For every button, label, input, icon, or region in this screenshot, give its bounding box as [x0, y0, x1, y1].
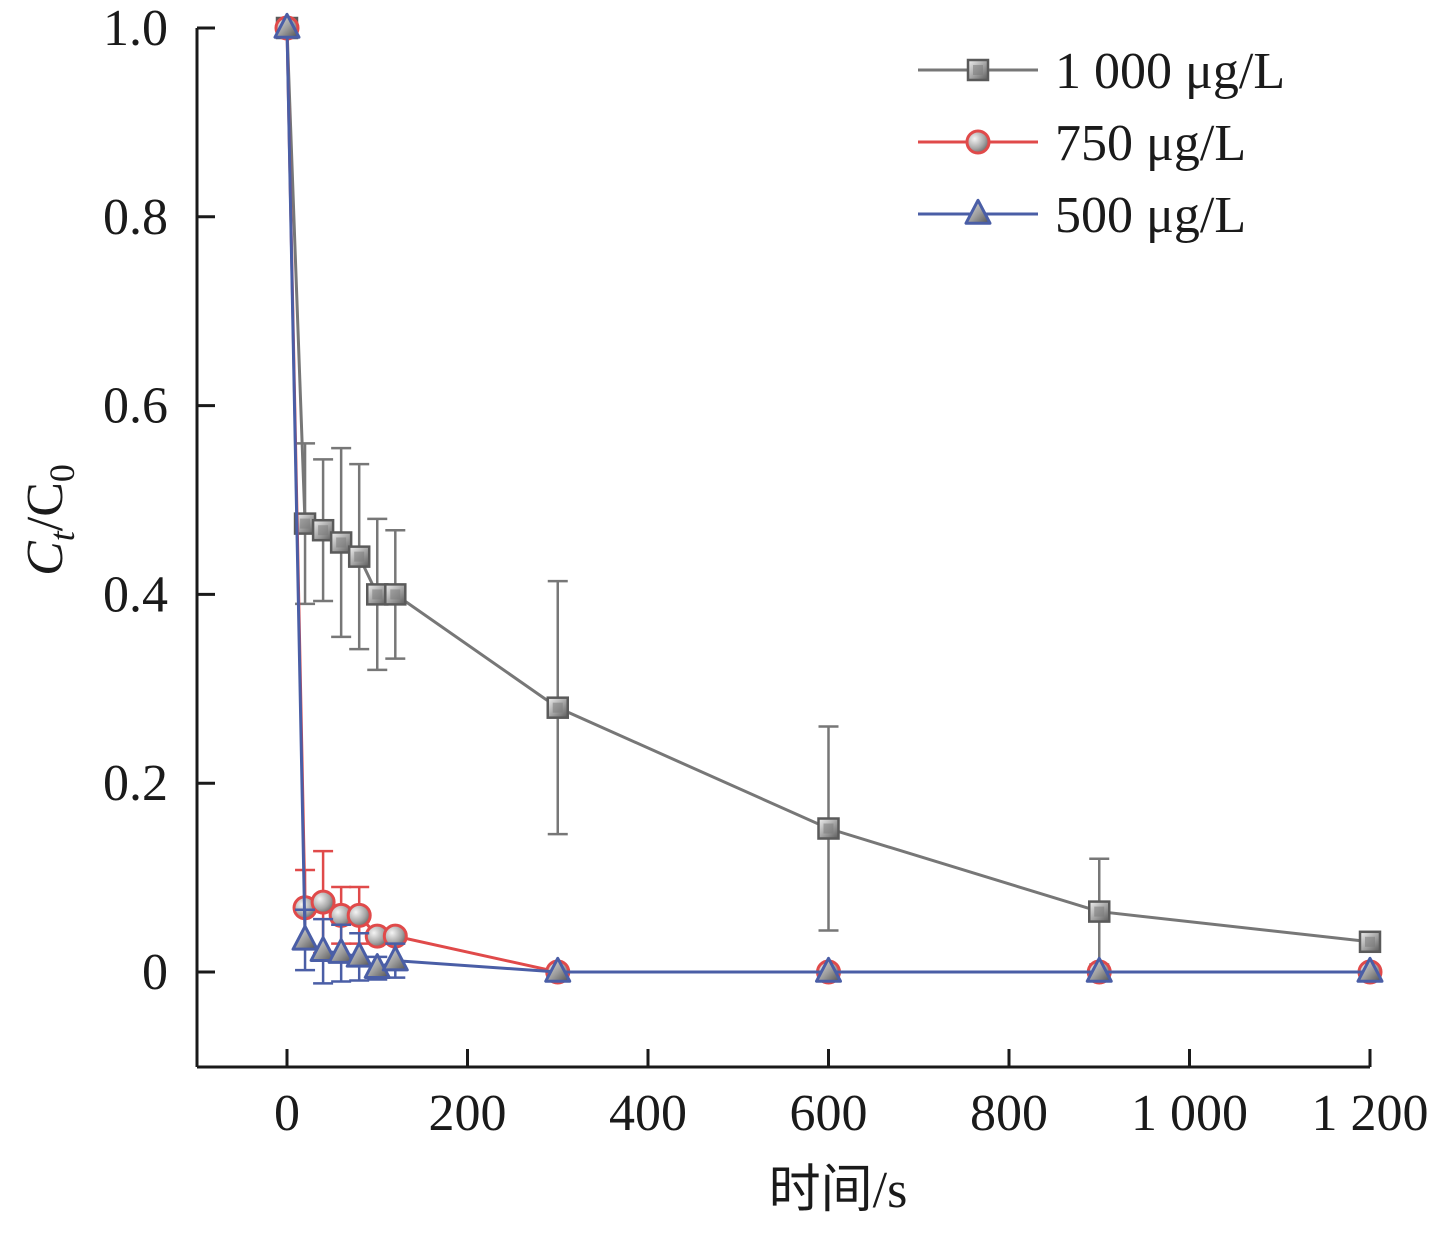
x-tick-label: 400: [609, 1085, 687, 1142]
y-tick-label: 0.6: [103, 378, 168, 435]
series-triangle: [273, 12, 1384, 985]
data-point: [1088, 900, 1111, 923]
data-point: [384, 583, 407, 606]
data-point: [329, 531, 353, 554]
data-point: [1358, 930, 1382, 954]
legend-marker: [966, 58, 990, 82]
y-tick-label: 0.8: [103, 189, 168, 246]
data-point: [815, 956, 842, 983]
y-tick-label: 0.4: [103, 566, 168, 623]
data-point: [1085, 956, 1113, 983]
legend-label: 750 μg/L: [1055, 115, 1246, 172]
y-tick-label: 0.2: [103, 755, 168, 812]
y-axis-title-c: C: [17, 540, 74, 576]
legend-label: 1 000 μg/L: [1055, 43, 1285, 100]
x-tick-label: 800: [970, 1085, 1048, 1142]
legend: 1 000 μg/L 750 μg/L 500 μg/L: [918, 43, 1285, 244]
x-tick-label: 600: [790, 1085, 868, 1142]
legend-item: 750 μg/L: [918, 115, 1246, 172]
x-tick-label: 200: [429, 1085, 507, 1142]
axes: [195, 28, 1370, 1069]
data-point: [345, 941, 373, 968]
data-point: [546, 696, 569, 719]
y-tick-label: 0: [142, 944, 168, 1001]
data-point: [347, 545, 371, 568]
legend-item: 1 000 μg/L: [918, 43, 1285, 100]
data-point: [291, 924, 319, 951]
x-ticks: 0 200 400 600 800 1 000 1 200: [274, 1049, 1429, 1142]
legend-marker: [964, 198, 992, 225]
legend-marker: [965, 129, 991, 155]
series-layer: [273, 12, 1384, 985]
data-point: [327, 937, 355, 964]
x-tick-label: 0: [274, 1085, 300, 1142]
data-point: [273, 12, 301, 39]
data-point: [544, 956, 572, 983]
data-point: [363, 953, 391, 979]
data-point: [310, 889, 336, 915]
x-axis-title: 时间/s: [769, 1162, 908, 1219]
legend-item: 500 μg/L: [918, 187, 1246, 244]
data-point: [309, 936, 337, 962]
series-square: [275, 16, 1382, 966]
y-axis-title-sub-0: 0: [42, 464, 82, 482]
y-ticks: 0 0.2 0.4 0.6 0.8 1.0: [103, 0, 215, 1001]
data-point: [381, 945, 409, 972]
data-point: [1356, 956, 1384, 983]
y-axis-title-sub-t: t: [42, 530, 82, 541]
data-point: [311, 518, 335, 542]
y-tick-label: 1.0: [103, 0, 168, 57]
data-point: [346, 902, 372, 928]
y-axis-title: Ct/C0: [17, 464, 82, 576]
x-tick-label: 1 000: [1131, 1085, 1248, 1142]
data-point: [817, 817, 840, 840]
x-tick-label: 1 200: [1312, 1085, 1429, 1142]
legend-label: 500 μg/L: [1055, 187, 1246, 244]
y-axis-title-mid: /C: [17, 482, 74, 531]
